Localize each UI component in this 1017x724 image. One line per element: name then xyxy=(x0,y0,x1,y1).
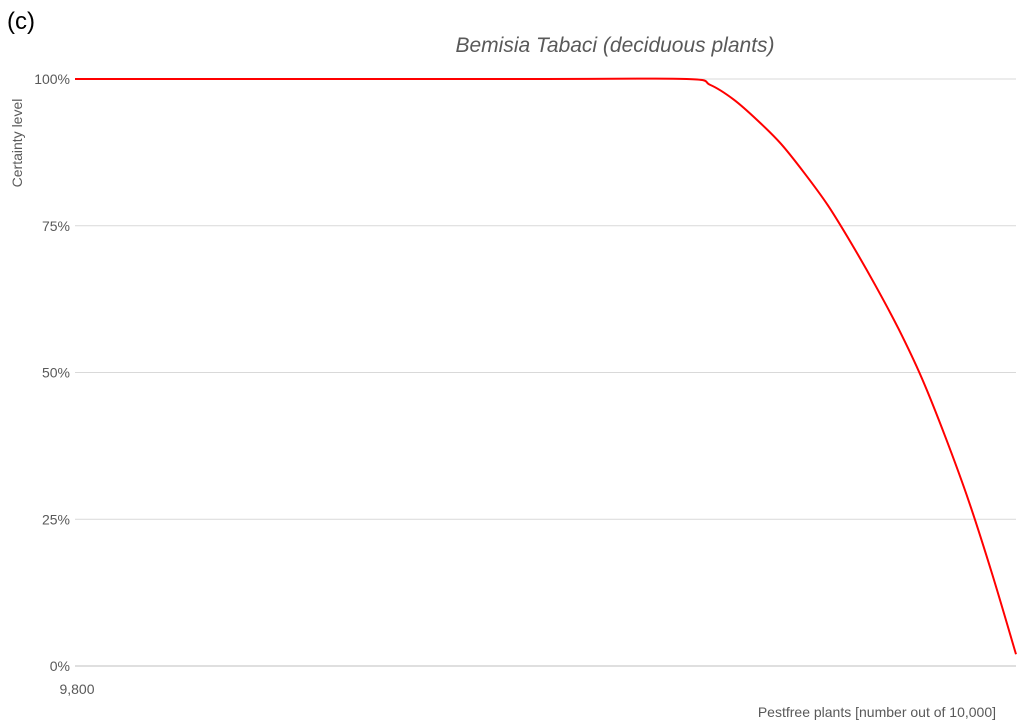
gridlines xyxy=(75,78,1016,667)
chart-title: Bemisia Tabaci (deciduous plants) xyxy=(455,34,774,57)
y-tick-label: 50% xyxy=(42,365,70,381)
y-tick-label: 25% xyxy=(42,511,70,527)
x-tick-labels: 9,800 xyxy=(59,681,94,697)
series-lines xyxy=(74,77,1017,655)
x-tick-label: 9,800 xyxy=(59,681,94,697)
panel-label: (c) xyxy=(7,8,35,35)
y-tick-label: 0% xyxy=(50,658,70,674)
x-axis-title: Pestfree plants [number out of 10,000] xyxy=(758,704,996,720)
y-tick-label: 75% xyxy=(42,218,70,234)
y-tick-label: 100% xyxy=(34,71,70,87)
y-axis-title: Certainty level xyxy=(9,99,25,188)
series-line-0 xyxy=(74,77,1017,655)
y-tick-labels: 0% 25% 50% 75% 100% xyxy=(34,71,70,674)
